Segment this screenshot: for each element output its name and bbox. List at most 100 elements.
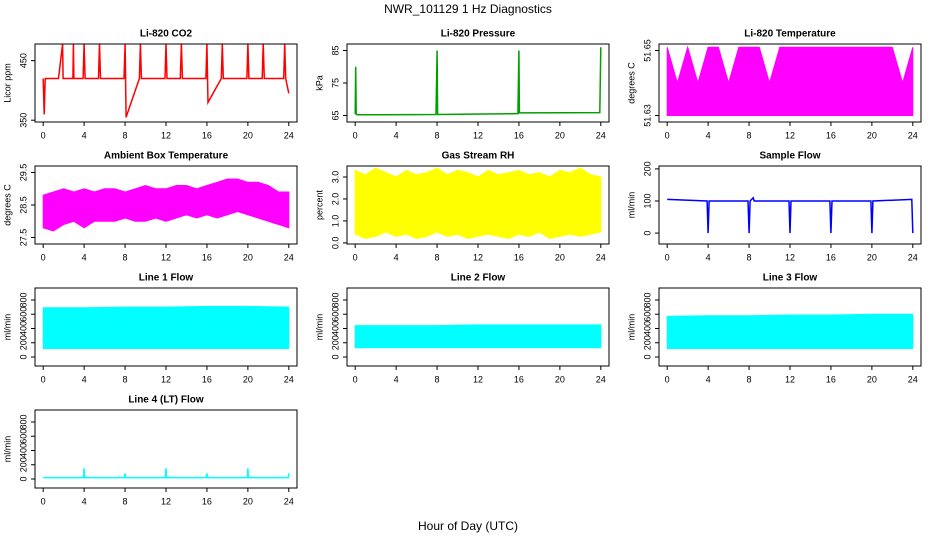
x-tick-label: 8 (747, 130, 752, 140)
x-tick-label: 24 (908, 130, 918, 140)
x-tick-label: 4 (394, 130, 399, 140)
x-tick-label: 8 (747, 252, 752, 262)
x-tick-label: 24 (596, 252, 606, 262)
panel-title: Line 2 Flow (451, 273, 506, 284)
data-band (666, 45, 914, 116)
x-tick-label: 20 (867, 130, 877, 140)
x-tick-label: 4 (82, 496, 87, 506)
y-tick-label: 0 (18, 477, 28, 482)
x-tick-label: 8 (123, 496, 128, 506)
x-tick-label: 4 (394, 252, 399, 262)
y-tick-label: 400 (330, 321, 340, 336)
x-tick-label: 12 (473, 374, 483, 384)
y-axis-label: kPa (314, 75, 324, 91)
panel: Sample Flow ml/min 0 4 8 12 16 20 24 0 100 200 (626, 151, 922, 262)
y-tick-label: 100 (642, 193, 652, 208)
y-axis-label: ml/min (2, 436, 12, 463)
x-tick-label: 16 (514, 252, 524, 262)
x-tick-label: 0 (41, 130, 46, 140)
y-tick-label: 800 (330, 292, 340, 307)
data-line (354, 47, 602, 116)
panel: Li-820 CO2 Licor ppm 0 4 8 12 16 20 24 350 450 (2, 29, 298, 140)
x-tick-label: 0 (353, 252, 358, 262)
y-tick-label: 450 (18, 53, 28, 68)
x-tick-label: 24 (908, 252, 918, 262)
x-tick-label: 24 (596, 130, 606, 140)
x-tick-label: 12 (785, 130, 795, 140)
x-tick-label: 20 (243, 130, 253, 140)
x-tick-label: 0 (41, 496, 46, 506)
x-tick-label: 24 (284, 130, 294, 140)
x-tick-label: 20 (555, 374, 565, 384)
x-tick-label: 12 (161, 252, 171, 262)
x-tick-label: 8 (123, 130, 128, 140)
y-tick-label: 800 (18, 414, 28, 429)
panel-title: Li-820 CO2 (140, 29, 193, 40)
y-tick-label: 350 (18, 113, 28, 128)
panel: Gas Stream RH percent 0 4 8 12 16 20 24 0.0 1.0 2.0… (314, 151, 610, 262)
y-tick-label: 0 (642, 355, 652, 360)
y-tick-label: 28.5 (18, 196, 28, 214)
data-band (42, 178, 290, 232)
panel: Line 3 Flow ml/min 0 4 8 12 16 20 24 0 20040060080… (626, 273, 922, 384)
x-tick-label: 12 (161, 374, 171, 384)
x-tick-label: 0 (665, 252, 670, 262)
y-axis-label: ml/min (2, 314, 12, 341)
y-tick-label: 200 (18, 335, 28, 350)
y-tick-label: 800 (18, 292, 28, 307)
x-tick-label: 0 (665, 374, 670, 384)
x-tick-label: 4 (706, 374, 711, 384)
panel-title: Ambient Box Temperature (104, 151, 229, 162)
x-tick-label: 20 (555, 252, 565, 262)
x-tick-label: 16 (514, 374, 524, 384)
y-tick-label: 200 (642, 161, 652, 176)
x-tick-label: 12 (473, 130, 483, 140)
y-tick-label: 200 (642, 335, 652, 350)
panel-title: Li-820 Temperature (744, 29, 836, 40)
x-tick-label: 24 (596, 374, 606, 384)
figure-title: NWR_101129 1 Hz Diagnostics (384, 2, 552, 16)
data-line (667, 196, 914, 234)
panel-title: Line 4 (LT) Flow (128, 395, 204, 406)
x-tick-label: 0 (665, 130, 670, 140)
x-tick-label: 8 (435, 130, 440, 140)
x-tick-label: 12 (785, 252, 795, 262)
x-tick-label: 12 (161, 130, 171, 140)
x-tick-label: 16 (202, 252, 212, 262)
panel: Line 2 Flow ml/min 0 4 8 12 16 20 24 0 20040060080… (314, 273, 610, 384)
x-tick-label: 4 (706, 130, 711, 140)
x-tick-label: 4 (82, 374, 87, 384)
y-tick-label: 0 (330, 355, 340, 360)
y-tick-label: 600 (18, 429, 28, 444)
panel-title: Sample Flow (759, 151, 820, 162)
y-tick-label: 0.0 (330, 237, 340, 250)
x-tick-label: 24 (284, 374, 294, 384)
x-tick-label: 16 (202, 496, 212, 506)
x-tick-label: 8 (747, 374, 752, 384)
x-tick-label: 16 (826, 130, 836, 140)
x-tick-label: 20 (243, 496, 253, 506)
y-tick-label: 3.0 (330, 171, 340, 184)
x-tick-label: 16 (202, 374, 212, 384)
x-tick-label: 8 (435, 252, 440, 262)
x-tick-label: 8 (123, 252, 128, 262)
y-tick-label: 400 (18, 321, 28, 336)
panel: Li-820 Pressure kPa 0 4 8 12 16 20 24 65 75 85 (314, 29, 610, 140)
x-tick-label: 24 (284, 252, 294, 262)
y-tick-label: 85 (330, 45, 340, 55)
x-tick-label: 4 (394, 374, 399, 384)
x-tick-label: 12 (785, 374, 795, 384)
x-tick-label: 4 (706, 252, 711, 262)
x-tick-label: 24 (908, 374, 918, 384)
y-tick-label: 29.5 (18, 164, 28, 182)
y-tick-label: 800 (642, 292, 652, 307)
y-tick-label: 400 (642, 321, 652, 336)
data-band (42, 305, 290, 349)
plot-frame (346, 43, 610, 123)
y-axis-label: degrees C (2, 184, 12, 226)
panel: Line 1 Flow ml/min 0 4 8 12 16 20 24 0 20040060080… (2, 273, 298, 384)
panel-title: Line 3 Flow (763, 273, 818, 284)
x-tick-label: 20 (243, 252, 253, 262)
x-tick-label: 16 (826, 374, 836, 384)
